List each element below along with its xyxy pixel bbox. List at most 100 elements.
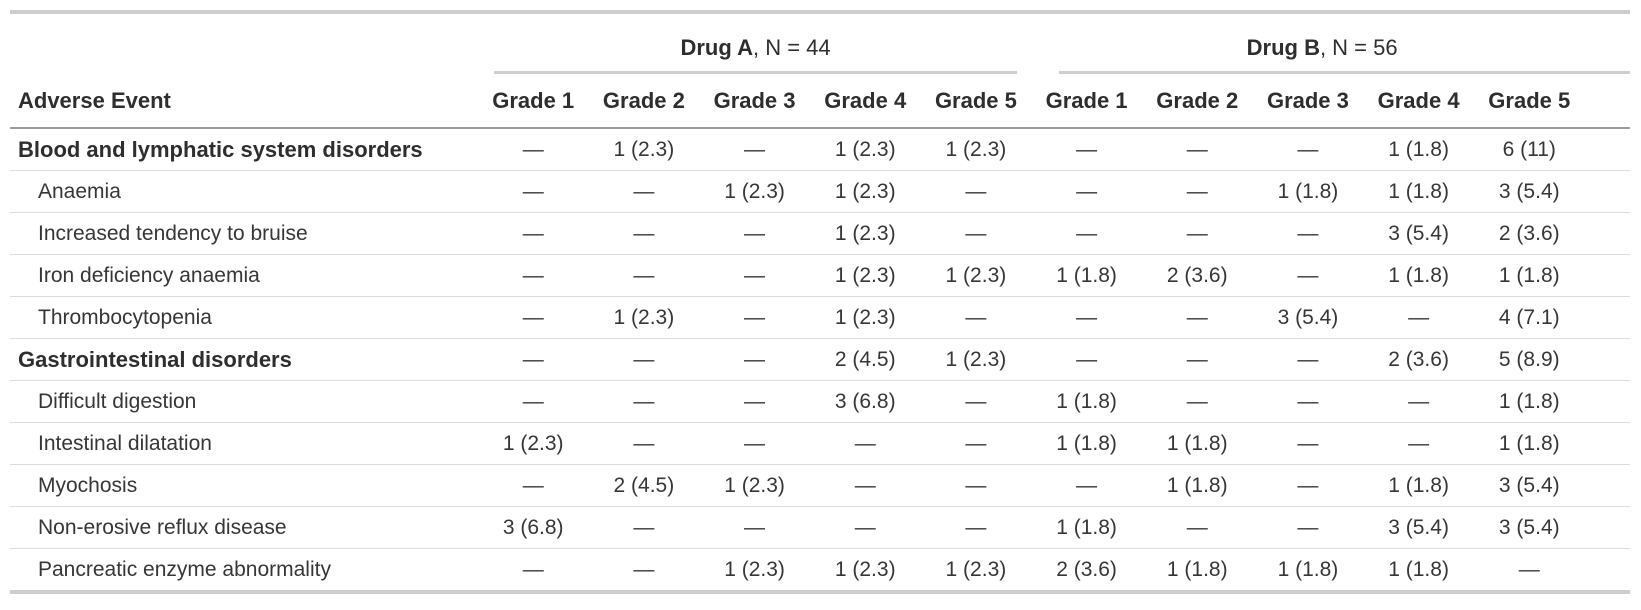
drug-a-grade-5-cell: — — [920, 296, 1032, 339]
drug-a-grade-4-cell: 1 (2.3) — [809, 212, 921, 255]
drug-a-grade-4-cell: — — [809, 422, 921, 465]
drug-a-grade-4-cell: — — [809, 506, 921, 549]
drug-b-grade-1-cell: — — [1031, 212, 1142, 255]
drug-b-grade-3-cell: 1 (1.8) — [1277, 557, 1339, 581]
drug-a-grade-3-cell: 1 (2.3) — [699, 170, 810, 213]
drug-b-grade-3-cell: — — [1252, 212, 1364, 255]
drug-b-grade-2-cell: 1 (1.8) — [1166, 557, 1228, 581]
drug-b-grade-3-cell: — — [1252, 464, 1364, 507]
drug-b-grade-2-cell: — — [1141, 128, 1253, 171]
drug-a-grade-4-cell: 1 (2.3) — [809, 128, 921, 171]
drug-a-grade-3-cell: 1 (2.3) — [724, 557, 785, 581]
drug-a-grade-1-cell: — — [522, 557, 544, 581]
drug-b-grade-3-cell: 1 (1.8) — [1252, 170, 1364, 213]
drug-a-grade-4-cell: 1 (2.3) — [809, 254, 921, 297]
row-right-spacer — [1584, 380, 1630, 423]
drug-a-grade-1-cell: 3 (6.8) — [477, 506, 589, 549]
drug-b-grade-3-cell: — — [1252, 422, 1364, 465]
drug-a-grade-4-cell: 1 (2.3) — [809, 170, 921, 213]
event-row: Anaemia — —1 (2.3) 1 (2.3) — — —1 (1.8) 1 (1.8)… — [10, 170, 1630, 213]
drug-a-grade-2-cell: 1 (2.3) — [588, 128, 700, 171]
event-label: Non-erosive reflux disease — [10, 506, 478, 549]
drug-a-grade-2-cell: — — [588, 422, 700, 465]
column-header-row: Adverse Event Grade 1 Grade 2 Grade 3 Gr… — [10, 74, 1630, 129]
drug-a-grade-3-cell: — — [699, 128, 810, 171]
row-right-spacer — [1584, 254, 1630, 297]
drug-b-grade-1-cell: 2 (3.6) — [1056, 557, 1117, 581]
row-right-spacer — [1584, 338, 1630, 381]
event-label: Myochosis — [10, 464, 478, 507]
drug-a-grade-5-cell: 1 (2.3) — [920, 338, 1032, 381]
drug-a-grade-5-cell: 1 (2.3) — [920, 128, 1032, 171]
drug-b-grade-1-cell: — — [1031, 464, 1142, 507]
drug-b-grade-5-cell: 5 (8.9) — [1473, 338, 1585, 381]
drug-b-grade-3-cell: — — [1252, 254, 1364, 297]
drug-b-grade-4-cell: 1 (1.8) — [1363, 128, 1474, 171]
drug-a-grade-1-cell: — — [477, 464, 589, 507]
drug-b-grade-2-cell: — — [1141, 380, 1253, 423]
row-right-spacer — [1584, 422, 1630, 465]
drug-a-grade-1-cell: — — [477, 170, 589, 213]
event-row: Difficult digestion — — —3 (6.8) —1 (1.8) — — —… — [10, 380, 1630, 423]
drug-a-grade-2-cell: — — [588, 506, 700, 549]
drug-b-name: Drug B — [1246, 35, 1320, 60]
drug-b-grade-2-cell: — — [1141, 170, 1253, 213]
drug-b-grade-2-cell: — — [1141, 212, 1253, 255]
drug-a-grade-4-cell: 1 (2.3) — [809, 296, 921, 339]
row-right-spacer — [1585, 549, 1630, 593]
drug-a-grade-5-cell: — — [920, 422, 1032, 465]
event-row: Iron deficiency anaemia — — —1 (2.3) 1 (2.3)… — [10, 254, 1630, 297]
drug-b-grade-5-cell: 1 (1.8) — [1473, 422, 1585, 465]
event-label: Blood and lymphatic system disorders — [10, 128, 478, 171]
drug-a-grade-3-cell: — — [699, 422, 810, 465]
drug-b-grade-1-cell: — — [1031, 170, 1142, 213]
event-label: Anaemia — [10, 170, 478, 213]
event-label: Intestinal dilatation — [10, 422, 478, 465]
drug-b-grade-2-cell: — — [1141, 506, 1253, 549]
drug-a-grade-4-cell: — — [809, 464, 921, 507]
drug-b-spanner: Drug B, N = 56 — [1031, 12, 1630, 74]
drug-b-grade-1-cell: 1 (1.8) — [1031, 380, 1142, 423]
event-label: Thrombocytopenia — [10, 296, 478, 339]
drug-b-grade-1-cell: 1 (1.8) — [1031, 254, 1142, 297]
drug-a-grade-1-cell: — — [477, 296, 589, 339]
drug-b-grade-4-cell: 1 (1.8) — [1363, 170, 1474, 213]
drug-b-grade-5-header: Grade 5 — [1473, 74, 1585, 129]
drug-b-grade-3-cell: — — [1252, 506, 1364, 549]
drug-b-spanner-label: Drug B, N = 56 — [1059, 35, 1630, 74]
drug-a-grade-4-cell: 3 (6.8) — [809, 380, 921, 423]
drug-a-grade-3-cell: — — [699, 380, 810, 423]
group-row: Blood and lymphatic system disorders —1 (… — [10, 128, 1630, 171]
event-label: Difficult digestion — [10, 380, 478, 423]
adverse-events-table-wrap: Drug A, N = 44 Drug B, N = 56 Adverse Ev… — [10, 10, 1630, 594]
drug-a-grade-4-cell: 1 (2.3) — [834, 557, 896, 581]
drug-a-grade-3-cell: — — [699, 212, 810, 255]
row-right-spacer — [1584, 506, 1630, 549]
drug-b-grade-4-cell: — — [1363, 422, 1474, 465]
drug-b-grade-3-cell: 3 (5.4) — [1252, 296, 1364, 339]
drug-b-grade-2-cell: — — [1141, 296, 1253, 339]
event-row: Myochosis —2 (4.5) 1 (2.3) — — —1 (1.8) —1 (1.… — [10, 464, 1630, 507]
drug-b-grade-1-cell: 1 (1.8) — [1031, 422, 1142, 465]
drug-a-grade-1-cell: — — [477, 254, 589, 297]
drug-a-grade-2-cell: 2 (4.5) — [588, 464, 700, 507]
drug-b-grade-4-header: Grade 4 — [1363, 74, 1474, 129]
drug-b-grade-2-cell: 2 (3.6) — [1141, 254, 1253, 297]
drug-a-grade-5-cell: 1 (2.3) — [920, 254, 1032, 297]
drug-b-grade-1-cell: 1 (1.8) — [1031, 506, 1142, 549]
drug-b-grade-2-cell: — — [1141, 338, 1253, 381]
drug-b-grade-5-cell: 1 (1.8) — [1473, 254, 1585, 297]
drug-b-grade-2-cell: 1 (1.8) — [1141, 422, 1253, 465]
spanner-row: Drug A, N = 44 Drug B, N = 56 — [10, 12, 1630, 74]
table-body: Blood and lymphatic system disorders —1 (… — [10, 128, 1630, 592]
drug-b-grade-3-header: Grade 3 — [1252, 74, 1364, 129]
adverse-event-column-header: Adverse Event — [10, 74, 478, 129]
event-row: Thrombocytopenia —1 (2.3) —1 (2.3) — — —3 (5.… — [10, 296, 1630, 339]
drug-a-grade-2-header: Grade 2 — [588, 74, 700, 129]
drug-b-grade-1-header: Grade 1 — [1031, 74, 1142, 129]
drug-b-grade-5-cell: 2 (3.6) — [1473, 212, 1585, 255]
drug-b-grade-5-cell: 3 (5.4) — [1473, 506, 1585, 549]
drug-a-grade-5-cell: — — [920, 170, 1032, 213]
drug-b-grade-4-cell: 1 (1.8) — [1363, 254, 1474, 297]
drug-b-grade-1-cell: — — [1031, 296, 1142, 339]
